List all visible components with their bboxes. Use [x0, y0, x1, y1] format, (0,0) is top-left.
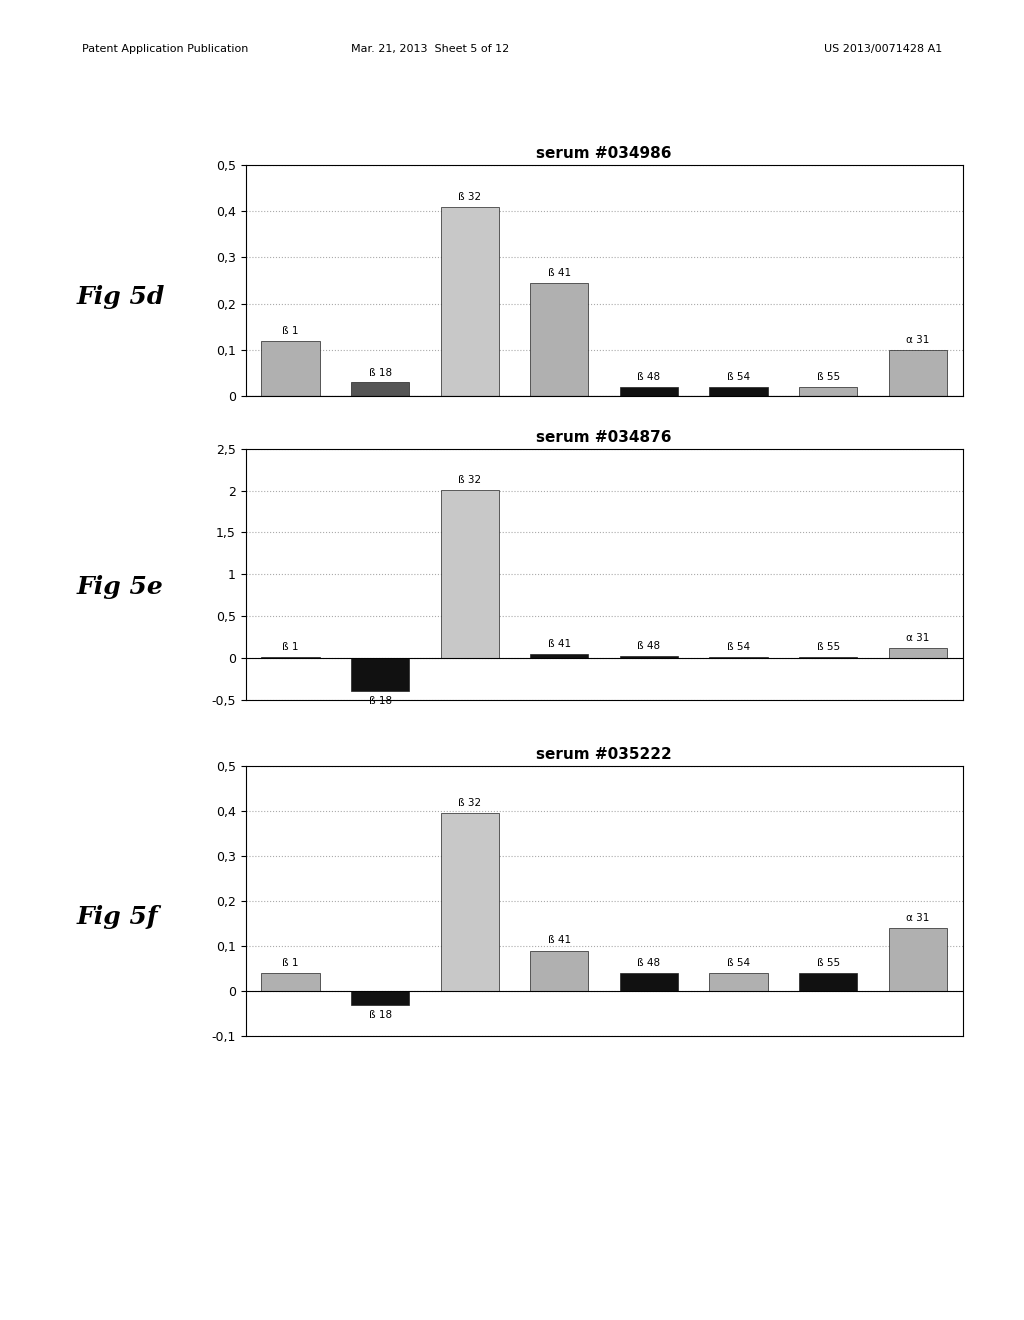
Text: ß 41: ß 41: [548, 639, 571, 648]
Bar: [889, 648, 947, 657]
Bar: [351, 991, 410, 1005]
Text: Fig 5d: Fig 5d: [77, 285, 165, 309]
Text: ß 1: ß 1: [283, 642, 299, 652]
Text: ß 41: ß 41: [548, 935, 571, 945]
Text: α 31: α 31: [906, 335, 930, 346]
Text: ß 1: ß 1: [283, 326, 299, 337]
Title: serum #035222: serum #035222: [537, 747, 672, 762]
Title: serum #034876: serum #034876: [537, 430, 672, 445]
Bar: [440, 206, 499, 396]
Bar: [530, 653, 589, 657]
Text: ß 54: ß 54: [727, 642, 751, 652]
Text: ß 18: ß 18: [369, 696, 392, 706]
Text: ß 32: ß 32: [458, 475, 481, 484]
Text: US 2013/0071428 A1: US 2013/0071428 A1: [824, 44, 942, 54]
Bar: [440, 490, 499, 657]
Bar: [530, 282, 589, 396]
Text: ß 54: ß 54: [727, 957, 751, 968]
Text: ß 41: ß 41: [548, 268, 571, 279]
Text: ß 48: ß 48: [637, 372, 660, 383]
Bar: [440, 813, 499, 991]
Text: ß 55: ß 55: [816, 642, 840, 652]
Bar: [799, 387, 857, 396]
Title: serum #034986: serum #034986: [537, 147, 672, 161]
Bar: [799, 973, 857, 991]
Bar: [620, 656, 678, 657]
Bar: [710, 973, 768, 991]
Text: ß 1: ß 1: [283, 957, 299, 968]
Text: Patent Application Publication: Patent Application Publication: [82, 44, 248, 54]
Bar: [351, 657, 410, 692]
Text: ß 48: ß 48: [637, 957, 660, 968]
Bar: [261, 341, 319, 396]
Text: ß 18: ß 18: [369, 367, 392, 378]
Text: ß 32: ß 32: [458, 797, 481, 808]
Text: ß 55: ß 55: [816, 957, 840, 968]
Text: Fig 5e: Fig 5e: [77, 576, 164, 599]
Text: ß 18: ß 18: [369, 1010, 392, 1020]
Text: ß 54: ß 54: [727, 372, 751, 383]
Text: ß 32: ß 32: [458, 191, 481, 202]
Bar: [620, 973, 678, 991]
Bar: [261, 973, 319, 991]
Bar: [889, 928, 947, 991]
Bar: [710, 387, 768, 396]
Bar: [530, 950, 589, 991]
Text: α 31: α 31: [906, 912, 930, 923]
Text: Mar. 21, 2013  Sheet 5 of 12: Mar. 21, 2013 Sheet 5 of 12: [351, 44, 509, 54]
Bar: [620, 387, 678, 396]
Text: α 31: α 31: [906, 632, 930, 643]
Text: Fig 5f: Fig 5f: [77, 906, 159, 929]
Bar: [889, 350, 947, 396]
Bar: [351, 383, 410, 396]
Text: ß 48: ß 48: [637, 642, 660, 651]
Text: ß 55: ß 55: [816, 372, 840, 383]
